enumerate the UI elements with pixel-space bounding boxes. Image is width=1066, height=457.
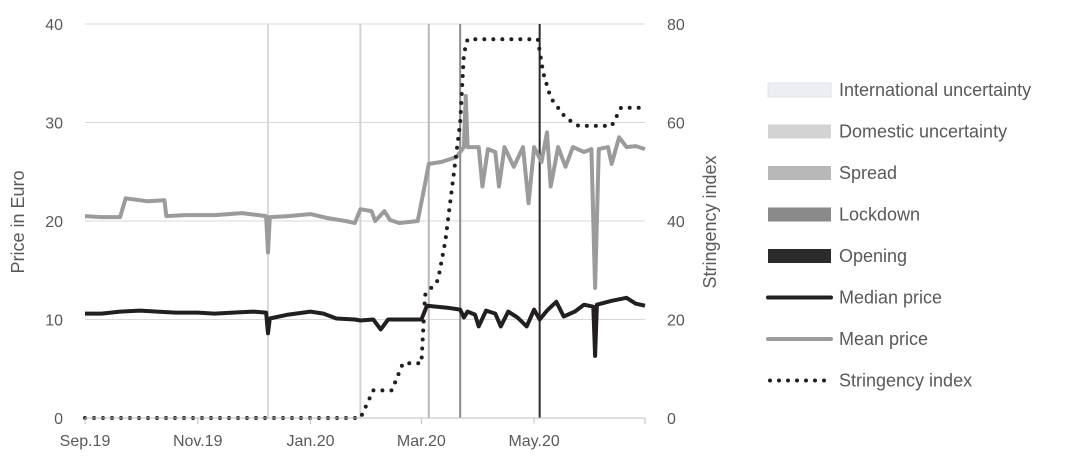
y-left-tick-label: 30 [45,116,63,133]
series-line [85,295,646,358]
gridlines [85,23,645,320]
legend-label: Spread [839,163,897,183]
y-left-tick-label: 10 [45,313,63,330]
y-right-tick-label: 20 [667,313,685,330]
axes: 0 0 10 20 20 40 30 60 40 80 Sep.19 Nov.19 Jan.20 Mar.… [45,17,685,450]
x-tick-label: Mar.20 [397,433,446,450]
legend-swatch [768,249,831,263]
legend-label: Lockdown [839,205,920,225]
legend-swatch [768,124,831,139]
series-lines [83,37,647,420]
legend-swatch [767,82,832,98]
x-tick-label: Sep.19 [60,433,111,450]
y-left-tick-label: 20 [45,214,63,231]
legend-swatch [768,166,831,180]
legend: International uncertainty Domestic uncert… [766,80,1031,391]
y-left-tick-label: 0 [54,411,63,428]
legend-label: Opening [839,246,907,266]
y-right-tick-label: 0 [667,411,676,428]
y-right-tick-label: 60 [667,116,685,133]
y-left-tick-label: 40 [45,17,63,34]
right-axis-title: Stringency index [700,155,720,288]
legend-label: International uncertainty [839,80,1031,100]
legend-label: Domestic uncertainty [839,122,1007,142]
x-tick-label: May.20 [508,433,559,450]
legend-label: Mean price [839,329,928,349]
x-tick-label: Nov.19 [173,433,223,450]
series-line [83,37,647,420]
left-axis-title: Price in Euro [8,170,28,273]
y-right-tick-label: 80 [667,17,685,34]
y-right-tick-label: 40 [667,214,685,231]
x-tick-label: Jan.20 [286,433,334,450]
legend-label: Median price [839,288,942,308]
legend-swatch [768,207,831,222]
legend-label: Stringency index [839,371,972,391]
series-line [84,93,646,290]
